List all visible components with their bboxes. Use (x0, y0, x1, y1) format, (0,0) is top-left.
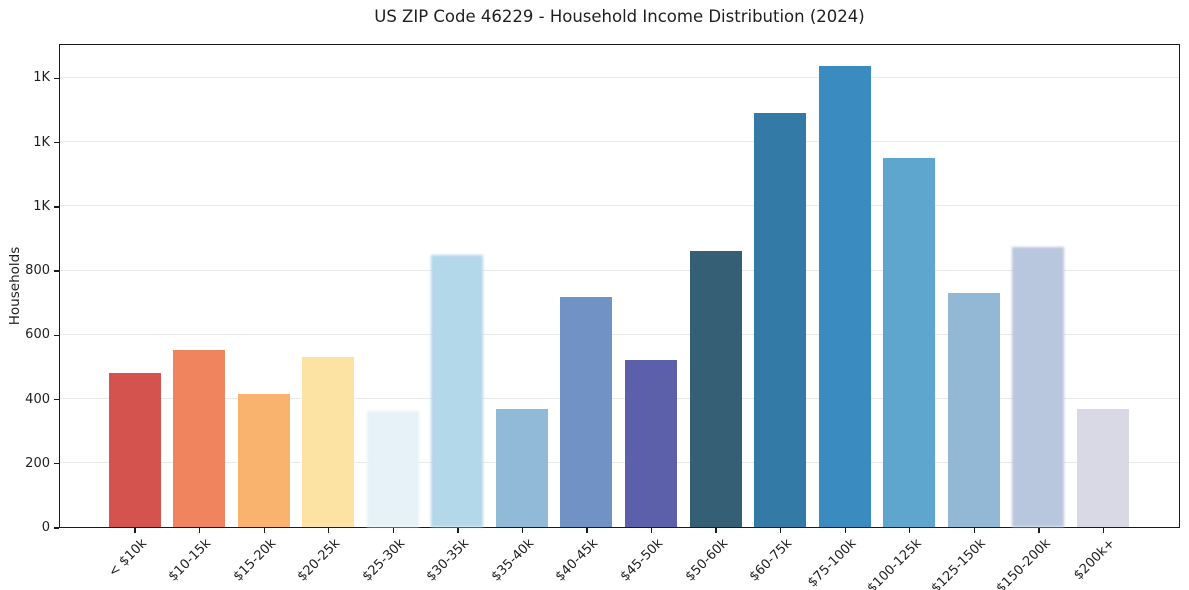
bar (495, 409, 548, 527)
x-tick-label: $60-75k (746, 536, 796, 585)
x-tick-mark (198, 528, 201, 533)
bar (366, 410, 419, 527)
x-tick-mark (780, 528, 782, 533)
x-tick-label: $10-15k (165, 536, 215, 585)
y-tick-label: 1K (33, 198, 50, 214)
x-tick-label: $125-150k (928, 536, 989, 590)
bar (431, 254, 484, 527)
bar (947, 293, 1000, 527)
y-tick-label: 1K (33, 134, 50, 150)
bar (1076, 409, 1129, 527)
y-tick-label: 600 (25, 327, 50, 343)
y-tick-mark (53, 334, 59, 336)
x-tick-label: $35-40k (488, 536, 537, 585)
x-tick-label: $25-30k (359, 536, 408, 585)
gridline (60, 333, 1179, 335)
x-tick-label: $50-60k (682, 536, 731, 585)
x-tick-mark (457, 528, 459, 533)
y-tick-mark (53, 270, 59, 272)
x-tick-label: $20-25k (294, 536, 344, 585)
x-tick-label: $30-35k (423, 536, 473, 585)
bar (237, 393, 290, 527)
gridline (60, 141, 1179, 143)
bar (302, 356, 355, 527)
gridline (60, 76, 1179, 78)
y-tick-mark (53, 206, 59, 208)
x-tick-mark (263, 528, 265, 533)
x-tick-mark (586, 528, 588, 533)
x-tick-mark (521, 528, 524, 533)
y-tick-label: 1K (33, 70, 50, 86)
bar (754, 112, 807, 527)
x-tick-mark (1038, 528, 1040, 533)
gridline (60, 398, 1179, 400)
bar (625, 360, 678, 527)
bar (173, 349, 226, 527)
chart-title: US ZIP Code 46229 - Household Income Dis… (374, 7, 865, 26)
y-axis-label: Households (7, 246, 23, 326)
x-tick-mark (392, 528, 394, 533)
x-tick-mark (909, 528, 911, 533)
gridline (60, 269, 1179, 271)
x-tick-label: $75-100k (805, 536, 860, 590)
y-tick-mark (53, 463, 59, 465)
x-tick-label: $40-45k (553, 536, 602, 585)
x-tick-label: $100-125k (864, 536, 925, 590)
x-tick-mark (650, 528, 653, 533)
bar (1012, 247, 1065, 527)
x-tick-label: $200k+ (1071, 536, 1119, 584)
gridline (60, 462, 1179, 464)
x-tick-mark (973, 528, 976, 533)
x-tick-mark (715, 528, 717, 533)
x-tick-mark (1102, 528, 1105, 533)
y-tick-label: 800 (25, 263, 50, 279)
y-tick-mark (53, 141, 59, 144)
x-tick-mark (844, 528, 846, 533)
x-tick-label: $45-50k (617, 536, 667, 585)
y-tick-label: 0 (41, 520, 50, 535)
bar (689, 250, 742, 527)
x-tick-mark (134, 528, 136, 533)
x-tick-mark (328, 528, 330, 533)
y-tick-mark (53, 527, 59, 529)
y-tick-label: 200 (25, 455, 50, 471)
bar (818, 66, 871, 527)
y-tick-mark (53, 77, 59, 80)
bar (108, 372, 161, 527)
x-tick-label: $150-200k (993, 536, 1054, 590)
y-tick-mark (53, 398, 59, 401)
bar (883, 157, 936, 527)
x-tick-label: $15-20k (230, 536, 279, 585)
gridline (60, 205, 1179, 207)
y-tick-label: 400 (25, 391, 50, 407)
plot-area (59, 44, 1180, 528)
bar (560, 296, 613, 527)
x-tick-label: < $10k (105, 536, 150, 581)
